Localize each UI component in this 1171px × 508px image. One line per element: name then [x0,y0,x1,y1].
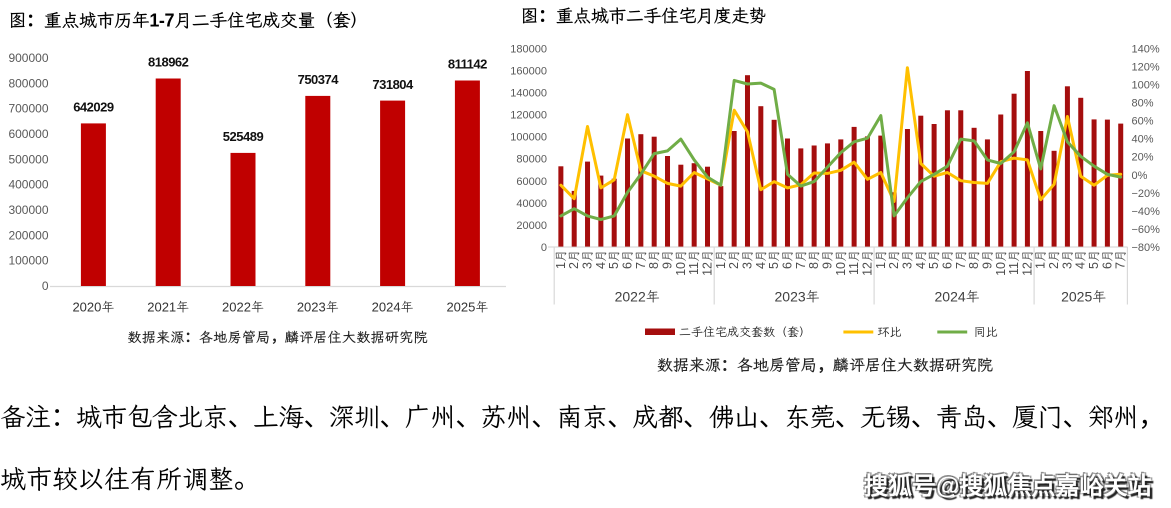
svg-text:3月: 3月 [581,250,595,269]
svg-text:4月: 4月 [1074,250,1088,269]
svg-text:2025年: 2025年 [1061,289,1106,305]
svg-text:40%: 40% [1132,134,1154,146]
svg-text:731804: 731804 [372,77,414,92]
svg-text:11月: 11月 [847,250,861,275]
svg-text:7月: 7月 [634,250,648,269]
svg-text:0: 0 [541,242,547,254]
svg-text:120%: 120% [1132,61,1160,73]
svg-text:12月: 12月 [1020,250,1034,276]
svg-text:3月: 3月 [1060,250,1074,269]
svg-text:−80%: −80% [1132,242,1161,254]
svg-text:1月: 1月 [1034,250,1048,269]
svg-text:4月: 4月 [754,250,768,269]
svg-text:2023年: 2023年 [297,300,339,315]
svg-text:2022年: 2022年 [222,300,264,315]
svg-text:2月: 2月 [1047,250,1061,269]
svg-text:9月: 9月 [980,250,994,269]
svg-text:二手住宅成交套数（套）: 二手住宅成交套数（套） [679,325,811,339]
svg-text:60%: 60% [1132,116,1154,128]
svg-text:1月: 1月 [714,250,728,269]
svg-text:2月: 2月 [887,250,901,269]
svg-text:200000: 200000 [8,228,48,242]
svg-text:9月: 9月 [661,250,675,269]
svg-text:同比: 同比 [974,325,998,339]
svg-text:2021年: 2021年 [147,300,189,315]
svg-text:1月: 1月 [554,250,568,269]
svg-text:600000: 600000 [8,127,48,141]
svg-text:8月: 8月 [647,250,661,269]
svg-text:1月: 1月 [874,250,888,269]
svg-text:7月: 7月 [794,250,808,269]
svg-text:12月: 12月 [701,250,715,276]
svg-text:数据来源：各地房管局，麟评居住大数据研究院: 数据来源：各地房管局，麟评居住大数据研究院 [127,329,427,345]
svg-text:2020年: 2020年 [72,300,114,315]
svg-text:40000: 40000 [516,198,547,210]
svg-text:6月: 6月 [781,250,795,269]
svg-text:图：重点城市二手住宅月度走势: 图：重点城市二手住宅月度走势 [521,6,767,26]
svg-text:2024年: 2024年 [935,289,980,305]
svg-text:300000: 300000 [8,203,48,217]
svg-text:2月: 2月 [567,250,581,269]
svg-text:3月: 3月 [900,250,914,269]
svg-text:−20%: −20% [1132,188,1161,200]
svg-text:180000: 180000 [510,43,547,55]
svg-text:140%: 140% [1132,43,1160,55]
svg-text:7月: 7月 [954,250,968,269]
svg-text:9月: 9月 [821,250,835,269]
svg-text:2022年: 2022年 [615,289,660,305]
svg-text:100000: 100000 [510,132,547,144]
svg-text:700000: 700000 [8,102,48,116]
svg-text:642029: 642029 [73,100,114,115]
svg-text:5月: 5月 [767,250,781,269]
svg-text:8月: 8月 [807,250,821,269]
svg-text:6月: 6月 [1100,250,1114,269]
svg-text:3月: 3月 [741,250,755,269]
svg-text:400000: 400000 [8,178,48,192]
svg-text:100%: 100% [1132,79,1160,91]
svg-text:811142: 811142 [448,57,487,72]
svg-text:500000: 500000 [8,152,48,166]
svg-text:2月: 2月 [727,250,741,269]
svg-text:10月: 10月 [834,250,848,276]
svg-text:6月: 6月 [940,250,954,269]
svg-text:环比: 环比 [878,325,902,339]
svg-text:0: 0 [42,279,49,293]
svg-text:750374: 750374 [298,72,340,87]
svg-text:525489: 525489 [223,129,264,144]
svg-text:80%: 80% [1132,98,1154,110]
svg-text:10月: 10月 [994,250,1008,276]
svg-text:8月: 8月 [967,250,981,269]
svg-text:900000: 900000 [8,51,48,65]
svg-text:10月: 10月 [674,250,688,276]
svg-text:4月: 4月 [594,250,608,269]
svg-text:800000: 800000 [8,76,48,90]
svg-text:140000: 140000 [510,88,547,100]
svg-text:2025年: 2025年 [446,300,488,315]
svg-text:100000: 100000 [8,254,48,268]
svg-text:120000: 120000 [510,110,547,122]
svg-text:0%: 0% [1132,170,1148,182]
svg-text:−60%: −60% [1132,224,1161,236]
svg-text:160000: 160000 [510,65,547,77]
svg-text:11月: 11月 [687,250,701,275]
svg-text:80000: 80000 [516,154,547,166]
svg-text:−40%: −40% [1132,206,1161,218]
svg-text:60000: 60000 [516,176,547,188]
svg-text:图：重点城市历年1-7月二手住宅成交量（套）: 图：重点城市历年1-7月二手住宅成交量（套） [9,11,368,31]
svg-text:5月: 5月 [927,250,941,269]
svg-text:2024年: 2024年 [372,300,414,315]
svg-text:20000: 20000 [516,220,547,232]
svg-text:数据来源：各地房管局，麟评居住大数据研究院: 数据来源：各地房管局，麟评居住大数据研究院 [657,357,993,375]
svg-text:6月: 6月 [621,250,635,269]
svg-text:20%: 20% [1132,152,1154,164]
svg-text:4月: 4月 [914,250,928,269]
svg-text:2023年: 2023年 [775,289,820,305]
svg-text:5月: 5月 [607,250,621,269]
svg-text:818962: 818962 [148,55,189,70]
svg-text:11月: 11月 [1007,250,1021,275]
svg-text:5月: 5月 [1087,250,1101,269]
svg-text:7月: 7月 [1114,250,1128,269]
svg-text:12月: 12月 [861,250,875,276]
